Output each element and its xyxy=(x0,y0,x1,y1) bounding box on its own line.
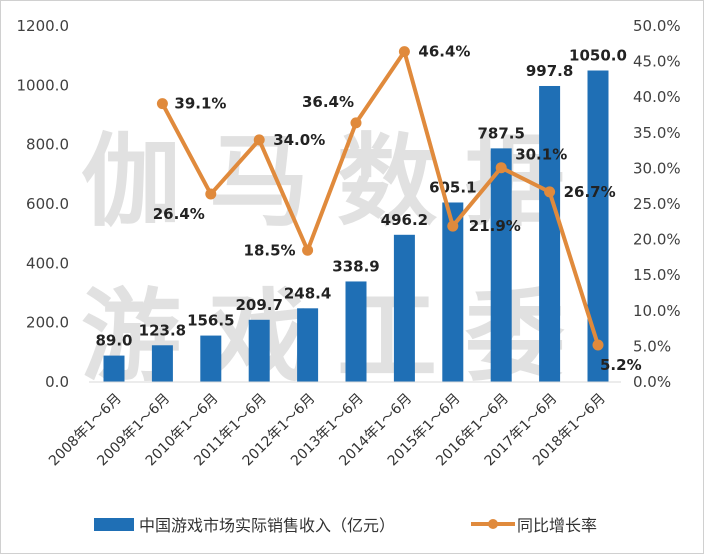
line-point xyxy=(495,162,507,174)
legend-line-marker xyxy=(488,519,498,529)
bar-data-label: 605.1 xyxy=(429,178,476,196)
line-series: 39.1% 26.4% 34.0% 18.5% 36.4% 46.4% 21.9% 30.1%… xyxy=(153,43,642,374)
right-axis: 0.0% 5.0% 10.0% 15.0% 20.0% 25.0% 30.0% 35.0% 40… xyxy=(633,17,681,391)
bar xyxy=(103,355,125,382)
left-tick-label: 200.0 xyxy=(26,314,69,332)
right-tick-label: 0.0% xyxy=(633,373,671,391)
bar-data-label: 787.5 xyxy=(477,124,524,142)
right-tick-label: 15.0% xyxy=(633,266,681,284)
bar-data-label: 248.4 xyxy=(284,284,331,302)
line-data-label: 39.1% xyxy=(174,95,226,113)
right-tick-label: 50.0% xyxy=(633,17,681,35)
watermark-line-1: 伽马数据 xyxy=(81,123,593,240)
bar xyxy=(393,234,415,382)
left-tick-label: 0.0 xyxy=(45,373,69,391)
line-point xyxy=(398,46,410,58)
left-tick-label: 800.0 xyxy=(26,136,69,154)
line-point xyxy=(544,186,556,198)
x-axis: 2008年1～6月2009年1～6月2010年1～6月2011年1～6月2012… xyxy=(46,391,609,470)
left-tick-label: 1000.0 xyxy=(17,76,70,94)
legend-line-label: 同比增长率 xyxy=(517,516,597,535)
left-tick-label: 600.0 xyxy=(26,195,69,213)
line-data-label: 26.7% xyxy=(564,183,616,201)
right-tick-label: 10.0% xyxy=(633,302,681,320)
line-data-label: 30.1% xyxy=(515,146,567,164)
bar xyxy=(539,85,561,383)
bar xyxy=(345,281,367,382)
left-tick-label: 1200.0 xyxy=(17,17,70,35)
line-data-label: 5.2% xyxy=(600,356,642,374)
line-data-label: 34.0% xyxy=(273,131,325,149)
right-tick-label: 5.0% xyxy=(633,337,671,355)
line-point xyxy=(350,117,362,129)
line-data-label: 18.5% xyxy=(244,241,296,259)
line-point xyxy=(253,134,265,146)
left-axis: 0.0 200.0 400.0 600.0 800.0 1000.0 1200.0 xyxy=(17,17,70,391)
bar-data-label: 123.8 xyxy=(139,321,186,339)
legend-bar-swatch xyxy=(94,518,134,531)
line-data-label: 36.4% xyxy=(302,93,354,111)
right-tick-label: 30.0% xyxy=(633,159,681,177)
bar xyxy=(151,345,173,382)
bar xyxy=(297,308,319,382)
line-data-label: 46.4% xyxy=(418,43,470,61)
right-tick-label: 25.0% xyxy=(633,195,681,213)
bar-data-label: 997.8 xyxy=(526,62,573,80)
bar-data-label: 1050.0 xyxy=(569,47,627,65)
growth-line xyxy=(160,49,600,346)
bar-data-label: 209.7 xyxy=(235,296,282,314)
bar-data-label: 496.2 xyxy=(381,211,428,229)
line-point xyxy=(592,339,604,351)
bar xyxy=(490,148,512,382)
bar xyxy=(200,335,222,382)
line-point xyxy=(156,98,168,110)
bar-data-label: 156.5 xyxy=(187,312,234,330)
bar-data-label: 338.9 xyxy=(332,257,379,275)
bar-data-label: 89.0 xyxy=(95,332,132,350)
line-point xyxy=(447,220,459,232)
left-tick-label: 400.0 xyxy=(26,254,69,272)
line-data-label: 26.4% xyxy=(153,205,205,223)
bar xyxy=(248,319,270,382)
line-data-label: 21.9% xyxy=(469,217,521,235)
right-tick-label: 20.0% xyxy=(633,231,681,249)
bar xyxy=(587,70,609,382)
line-point xyxy=(205,188,217,200)
legend: 中国游戏市场实际销售收入（亿元） 同比增长率 xyxy=(94,516,597,535)
legend-bar-label: 中国游戏市场实际销售收入（亿元） xyxy=(139,516,395,535)
right-tick-label: 45.0% xyxy=(633,53,681,71)
right-tick-label: 35.0% xyxy=(633,124,681,142)
line-point xyxy=(302,244,314,256)
right-tick-label: 40.0% xyxy=(633,88,681,106)
bar xyxy=(442,202,464,382)
